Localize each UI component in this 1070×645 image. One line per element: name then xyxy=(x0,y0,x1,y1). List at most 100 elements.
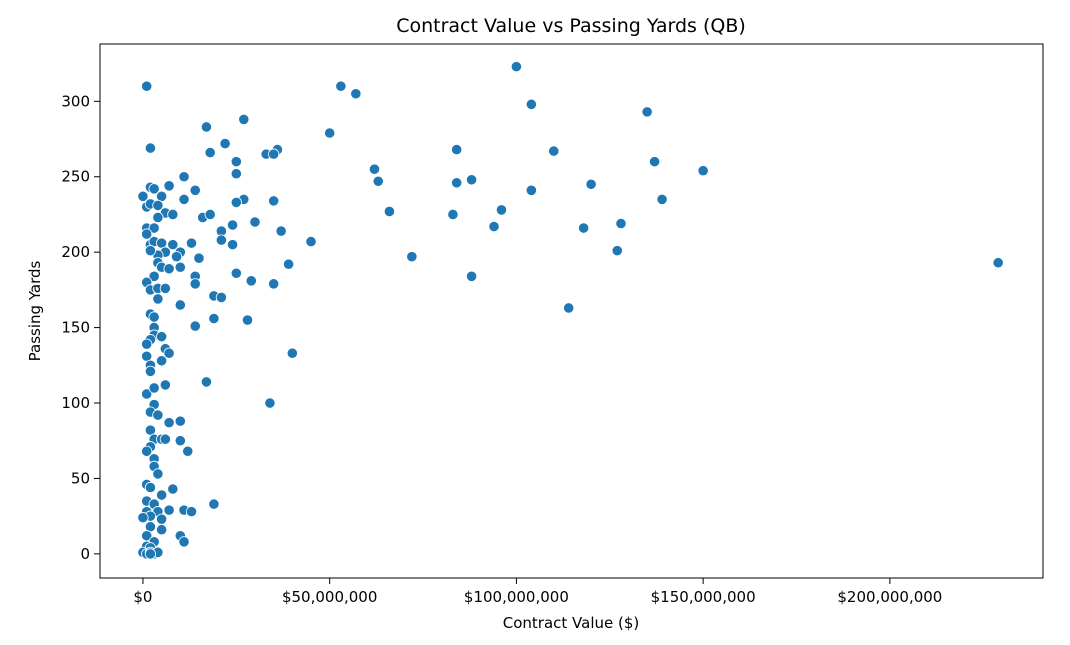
data-point xyxy=(185,506,198,518)
data-point xyxy=(144,548,157,560)
data-point xyxy=(148,183,160,195)
data-point xyxy=(163,263,175,275)
data-point xyxy=(159,282,171,294)
data-point xyxy=(268,278,280,290)
data-point xyxy=(163,417,175,429)
y-axis-label: Passing Yards xyxy=(26,260,44,361)
x-tick-label: $50,000,000 xyxy=(282,588,377,606)
data-point xyxy=(152,293,164,305)
data-point xyxy=(451,177,463,189)
data-point xyxy=(372,175,384,187)
x-tick-label: $0 xyxy=(133,588,152,606)
data-point xyxy=(525,98,537,110)
data-point xyxy=(230,267,242,279)
data-point xyxy=(324,127,336,139)
data-point xyxy=(578,222,590,234)
data-point xyxy=(241,314,254,326)
data-point xyxy=(144,245,157,257)
data-point xyxy=(141,388,153,400)
data-point xyxy=(282,258,295,270)
data-point xyxy=(204,208,216,221)
data-point xyxy=(167,208,179,221)
data-point xyxy=(141,445,153,457)
data-point xyxy=(447,208,459,221)
data-point xyxy=(648,156,661,168)
data-point xyxy=(563,302,575,314)
data-point xyxy=(137,512,149,524)
y-tick-label: 200 xyxy=(61,243,90,261)
data-point xyxy=(200,121,213,133)
data-point xyxy=(465,174,478,186)
data-point xyxy=(264,397,276,409)
data-point xyxy=(144,481,157,494)
data-point xyxy=(200,376,213,388)
data-point xyxy=(193,252,205,264)
data-point xyxy=(152,199,164,212)
y-axis: 0 50 100 150 200 250 300 xyxy=(61,92,100,563)
data-point xyxy=(148,382,160,394)
data-point xyxy=(189,184,201,196)
y-tick-label: 100 xyxy=(61,394,90,412)
data-point xyxy=(305,236,317,248)
data-point xyxy=(510,61,523,73)
x-tick-label: $150,000,000 xyxy=(651,588,756,606)
data-point xyxy=(465,270,478,282)
data-point xyxy=(611,245,623,257)
data-point xyxy=(159,379,171,391)
data-point xyxy=(585,178,597,190)
data-point xyxy=(163,347,175,359)
data-point xyxy=(167,483,179,495)
data-point xyxy=(178,171,190,183)
data-point xyxy=(286,347,298,359)
data-point xyxy=(144,142,157,154)
data-point xyxy=(163,180,175,192)
data-point xyxy=(141,80,153,92)
data-point xyxy=(178,193,190,205)
data-point xyxy=(268,195,280,207)
data-point xyxy=(368,163,381,175)
x-tick-label: $200,000,000 xyxy=(837,588,942,606)
data-point xyxy=(215,234,227,246)
data-point xyxy=(226,219,239,231)
y-tick-label: 150 xyxy=(61,319,90,337)
data-point xyxy=(141,228,153,240)
y-tick-label: 250 xyxy=(61,168,90,186)
data-point xyxy=(208,498,220,510)
data-point xyxy=(189,320,201,332)
data-point xyxy=(156,355,168,367)
data-point xyxy=(383,205,396,218)
data-point xyxy=(144,365,157,377)
data-point xyxy=(152,468,164,480)
data-point xyxy=(230,196,242,208)
data-point xyxy=(548,145,560,157)
data-point xyxy=(156,524,168,536)
data-point xyxy=(185,237,198,249)
data-point xyxy=(215,291,227,304)
data-point xyxy=(451,143,463,156)
data-point xyxy=(249,216,261,228)
data-point xyxy=(156,513,168,525)
data-point xyxy=(156,489,168,501)
data-point xyxy=(148,311,160,323)
data-point xyxy=(152,211,164,224)
data-point xyxy=(268,148,280,160)
data-point xyxy=(226,239,239,251)
data-point xyxy=(182,445,194,457)
data-point xyxy=(615,217,627,230)
data-point xyxy=(406,251,418,263)
data-point xyxy=(275,225,287,237)
data-point xyxy=(137,190,149,202)
data-point xyxy=(238,113,250,126)
x-tick-label: $100,000,000 xyxy=(464,588,569,606)
data-point xyxy=(335,80,347,92)
data-point xyxy=(697,165,709,177)
data-point xyxy=(641,106,653,118)
data-point xyxy=(350,88,362,100)
data-point xyxy=(189,278,201,290)
chart-title: Contract Value vs Passing Yards (QB) xyxy=(396,15,746,37)
data-point xyxy=(163,504,175,516)
data-point xyxy=(992,257,1004,269)
y-tick-label: 0 xyxy=(80,545,90,563)
data-point xyxy=(167,239,179,251)
